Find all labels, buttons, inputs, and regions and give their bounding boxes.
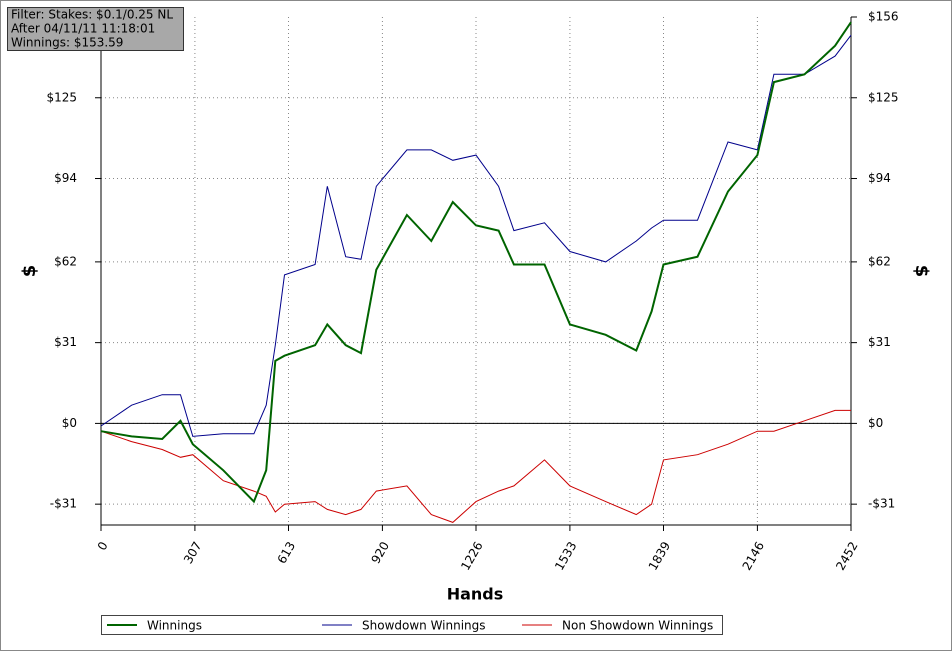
y2-tick-label: $94: [868, 171, 891, 185]
y2-axis-title: $: [911, 265, 932, 278]
info-box: [7, 7, 184, 51]
y-tick-label: $31: [54, 335, 77, 349]
x-axis-title: Hands: [447, 585, 504, 604]
info-text: Filter: Stakes: $0.1/0.25 NL: [11, 8, 173, 22]
y2-tick-label: $62: [868, 254, 891, 268]
y-tick-label: $0: [62, 416, 77, 430]
info-text: Winnings: $153.59: [11, 36, 123, 50]
y-tick-label: $94: [54, 171, 77, 185]
y-tick-label: $125: [46, 90, 77, 104]
y2-tick-label: -$31: [868, 497, 895, 511]
y2-tick-label: $156: [868, 10, 899, 24]
legend-box: [101, 615, 723, 635]
series-line: [100, 34, 852, 437]
y2-tick-label: $31: [868, 335, 891, 349]
y-tick-label: $62: [54, 254, 77, 268]
series-line: [100, 21, 852, 504]
y2-tick-label: $125: [868, 90, 899, 104]
legend-label: Winnings: [147, 619, 202, 633]
legend-label: Non Showdown Winnings: [562, 619, 713, 633]
y-tick-label: -$31: [50, 497, 77, 511]
info-text: After 04/11/11 11:18:01: [11, 22, 155, 36]
y-axis-title: $: [19, 265, 40, 278]
y2-tick-label: $0: [868, 416, 883, 430]
legend-label: Showdown Winnings: [362, 619, 486, 633]
